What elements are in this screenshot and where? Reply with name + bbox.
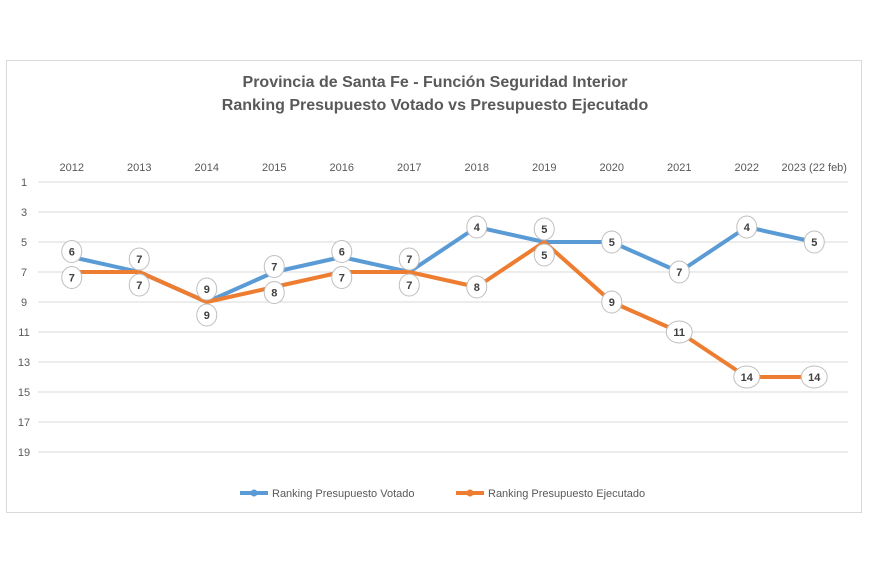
y-tick-label: 9 <box>21 297 27 309</box>
x-tick-label: 2018 <box>465 162 489 174</box>
legend-marker-1 <box>466 489 474 497</box>
data-label-bubble <box>733 365 761 389</box>
data-label: 7 <box>69 273 75 285</box>
data-label: 8 <box>474 282 480 294</box>
x-tick-label: 2012 <box>60 162 84 174</box>
legend-marker-0 <box>250 489 258 497</box>
data-label: 14 <box>808 372 821 384</box>
data-label-bubble <box>398 273 420 297</box>
data-label: 9 <box>204 310 210 322</box>
x-tick-label: 2014 <box>195 162 219 174</box>
data-label-bubble <box>61 240 83 263</box>
chart-title: Provincia de Santa Fe - Función Segurida… <box>243 74 628 91</box>
data-label-bubble <box>61 266 83 289</box>
data-label: 7 <box>406 280 412 292</box>
y-tick-label: 11 <box>18 327 29 339</box>
x-tick-label: 2023 (22 feb) <box>782 162 847 174</box>
data-label: 5 <box>811 237 817 249</box>
data-label-bubble <box>533 243 555 267</box>
data-label: 8 <box>271 288 277 300</box>
data-label-bubble <box>331 240 353 263</box>
x-tick-label: 2016 <box>330 162 354 174</box>
data-label: 7 <box>136 254 142 266</box>
y-tick-label: 5 <box>21 237 27 249</box>
data-label-bubble <box>533 217 555 241</box>
x-tick-label: 2019 <box>532 162 556 174</box>
data-label: 5 <box>609 237 615 249</box>
data-label-bubble <box>800 365 828 389</box>
x-tick-label: 2017 <box>397 162 421 174</box>
data-label-bubble <box>736 215 758 239</box>
y-tick-label: 15 <box>18 387 30 399</box>
y-tick-label: 17 <box>18 417 30 429</box>
data-label: 6 <box>339 247 345 259</box>
y-tick-label: 19 <box>18 447 30 459</box>
data-label-bubble <box>196 277 218 301</box>
data-label-bubble <box>803 230 825 254</box>
data-label-bubble <box>331 266 353 289</box>
data-label-bubble <box>398 247 420 271</box>
y-tick-label: 1 <box>21 177 27 189</box>
data-label-bubble <box>665 320 693 344</box>
data-label: 7 <box>406 254 412 266</box>
chart-frame <box>6 60 862 513</box>
data-label: 7 <box>271 262 277 274</box>
data-label: 4 <box>744 222 751 234</box>
data-label-bubble <box>601 290 623 314</box>
data-label: 9 <box>609 297 615 309</box>
data-label-bubble <box>128 247 150 271</box>
data-label-bubble <box>466 215 488 239</box>
data-label: 5 <box>541 224 547 236</box>
legend-label: Ranking Presupuesto Ejecutado <box>488 488 645 500</box>
data-label: 7 <box>136 280 142 292</box>
x-tick-label: 2021 <box>667 162 691 174</box>
x-tick-label: 2022 <box>735 162 759 174</box>
x-tick-label: 2015 <box>262 162 286 174</box>
data-label-bubble <box>466 275 488 299</box>
data-label: 7 <box>339 273 345 285</box>
chart-subtitle: Ranking Presupuesto Votado vs Presupuest… <box>222 97 649 114</box>
data-label-bubble <box>601 230 623 254</box>
data-label: 7 <box>676 267 682 279</box>
data-label-bubble <box>263 255 285 278</box>
y-tick-label: 7 <box>21 267 27 279</box>
y-tick-label: 13 <box>18 357 30 369</box>
data-label: 6 <box>69 247 75 259</box>
data-label: 4 <box>474 222 481 234</box>
data-label-bubble <box>128 273 150 297</box>
series-line-1 <box>71 240 815 379</box>
data-label: 14 <box>741 372 754 384</box>
data-label: 5 <box>541 250 547 262</box>
data-label: 11 <box>673 327 685 339</box>
data-label-bubble <box>263 281 285 304</box>
x-tick-label: 2020 <box>600 162 624 174</box>
legend-label: Ranking Presupuesto Votado <box>272 488 415 500</box>
x-tick-label: 2013 <box>127 162 151 174</box>
data-label: 9 <box>204 284 210 296</box>
data-label-bubble <box>668 260 690 284</box>
data-label-bubble <box>196 303 218 327</box>
y-tick-label: 3 <box>21 207 27 219</box>
